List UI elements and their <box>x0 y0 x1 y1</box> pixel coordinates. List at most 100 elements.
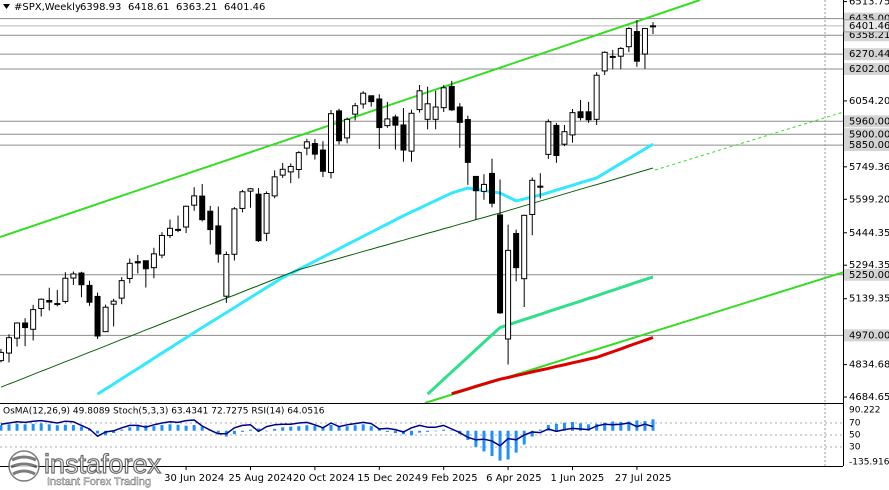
osma-bar <box>595 423 599 431</box>
level-label-bg <box>844 268 889 281</box>
candle-body <box>247 188 254 192</box>
y-tick-label: 6054.20 <box>849 96 889 107</box>
osma-bar <box>200 426 204 431</box>
candle-body <box>344 118 351 139</box>
candle-body <box>561 131 568 145</box>
candle-body <box>54 303 61 306</box>
moving-average <box>451 336 654 396</box>
osma-bar <box>273 428 277 431</box>
level-label: 5850.00 <box>849 140 889 151</box>
osma-bar <box>23 424 27 431</box>
osma-bar <box>240 430 244 432</box>
x-tick-label: 25 Aug 2024 <box>229 473 293 484</box>
candle-body <box>505 249 512 340</box>
level-label: 5900.00 <box>849 129 889 140</box>
candle-body <box>609 55 616 58</box>
watermark-tagline: Instant Forex Trading <box>47 476 151 488</box>
osma-tick-label: -135.9167 <box>849 458 889 468</box>
candle-body <box>118 280 125 299</box>
indicator-label: OsMA(12,26,9) 49.8089 Stoch(5,3,3) 63.43… <box>3 407 325 417</box>
moving-average <box>426 275 654 396</box>
candle-body <box>311 143 318 155</box>
osma-bar <box>587 424 591 431</box>
y-tick-label: 5749.36 <box>849 162 889 173</box>
candle-body <box>231 208 238 255</box>
osma-bar <box>160 424 164 431</box>
candle-body <box>158 234 165 256</box>
candle-body <box>86 284 93 303</box>
candle-body <box>239 191 246 209</box>
header-bg <box>0 0 300 13</box>
x-tick-label: 15 Dec 2024 <box>357 473 421 484</box>
osma-bar <box>232 430 236 435</box>
candle-body <box>150 253 157 269</box>
candle-body <box>489 172 495 204</box>
osma-bar <box>112 430 116 434</box>
osma-bar <box>15 423 19 431</box>
osma-bar <box>619 422 623 431</box>
indicator-panel <box>0 419 843 461</box>
rsi-level-label: 30 <box>849 443 861 453</box>
candle-body <box>440 87 447 109</box>
osma-bar <box>562 422 566 431</box>
candle-body <box>384 118 391 127</box>
x-tick-label: 9 Feb 2025 <box>422 473 478 484</box>
osma-bar <box>176 424 180 431</box>
osma-bar <box>136 425 140 431</box>
osma-bar <box>611 421 615 431</box>
osma-bar <box>603 422 607 431</box>
osma-bar <box>265 430 269 432</box>
high-value: 6418.61 <box>128 2 169 13</box>
candle-body <box>352 105 359 115</box>
candle-body <box>464 119 471 163</box>
watermark-brand: instaforex <box>44 449 162 479</box>
candle-body <box>191 195 198 206</box>
level-label-bg <box>844 48 889 61</box>
current-price-label: 6401.46 <box>849 21 889 32</box>
candle-body <box>392 116 399 126</box>
osma-bar <box>281 427 285 431</box>
candle-body <box>336 110 343 142</box>
x-tick-label: 6 Apr 2025 <box>486 473 541 484</box>
candle-body <box>617 47 624 57</box>
osma-bar <box>353 425 357 431</box>
osma-bar <box>514 430 518 453</box>
osma-bar <box>321 427 325 431</box>
osma-bar <box>418 430 422 433</box>
open-value: 6398.93 <box>80 2 121 13</box>
candle-body <box>513 232 520 269</box>
candle-body <box>62 277 69 302</box>
osma-bar <box>128 427 132 431</box>
osma-bar <box>369 426 373 431</box>
y-tick-label: 5139.35 <box>849 294 889 305</box>
candle-body <box>529 179 536 215</box>
osma-bar <box>466 430 470 440</box>
osma-bar <box>361 424 365 431</box>
osma-bar <box>192 424 196 431</box>
y-tick-label: 5294.35 <box>849 260 889 271</box>
chart-title: #SPX,Weekly <box>14 2 81 13</box>
candle-body <box>6 337 12 354</box>
candle-body <box>279 168 286 176</box>
candle-body <box>408 112 415 152</box>
candle-body <box>22 322 29 329</box>
osma-bar <box>144 425 148 431</box>
candle-body <box>472 175 479 192</box>
candle-body <box>424 103 431 120</box>
osma-bar <box>39 423 43 431</box>
close-value: 6401.46 <box>224 2 265 13</box>
osma-bar <box>71 424 75 431</box>
osma-bar <box>120 429 124 431</box>
osma-bar <box>579 423 583 431</box>
candle-body <box>633 31 640 62</box>
moving-averages <box>0 142 654 396</box>
osma-bar <box>337 426 341 431</box>
osma-bar <box>7 424 11 431</box>
osma-bar <box>289 426 293 431</box>
menu-arrow <box>3 4 10 9</box>
osma-bar <box>104 430 108 436</box>
level-label-bg <box>844 329 889 342</box>
candle-body <box>126 262 133 279</box>
rsi-line <box>0 419 654 447</box>
